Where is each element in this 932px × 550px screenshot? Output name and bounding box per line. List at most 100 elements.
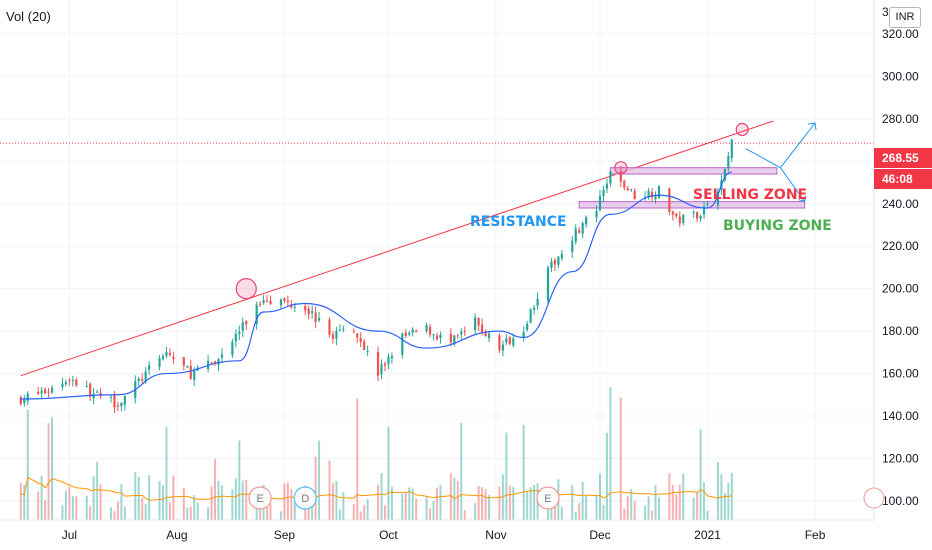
price-axis-event-icon[interactable] (863, 487, 885, 509)
volume-bar (449, 473, 452, 520)
event-marker-0[interactable] (248, 486, 272, 510)
candle-body (657, 186, 661, 198)
volume-bar (144, 504, 147, 520)
volume-indicator-label[interactable]: Vol (20) (6, 9, 51, 24)
candle-body (453, 335, 456, 345)
time-axis[interactable]: Jul Aug Sep Oct Nov Dec 2021 Feb (62, 528, 826, 542)
volume-bar (137, 476, 140, 520)
volume-bar (210, 486, 213, 520)
volume-bar (120, 483, 123, 520)
volume-bar (411, 489, 414, 520)
volume-bar (283, 483, 286, 520)
volume-bar (429, 508, 432, 520)
candle-body (463, 330, 466, 332)
countdown-tag: 46:08 (874, 169, 932, 189)
touch-marker-jan[interactable] (735, 122, 749, 137)
candle-body (311, 311, 314, 314)
event-marker-1[interactable] (293, 486, 317, 510)
event-marker-2[interactable] (536, 486, 560, 510)
price-tick-label: 280.00 (882, 112, 919, 126)
candle-body (643, 196, 647, 198)
volume-bar (439, 484, 442, 520)
candle-body (696, 211, 699, 219)
candle-body (456, 335, 459, 337)
candle-body (234, 333, 237, 342)
candle-body (602, 189, 605, 196)
volume-bar (668, 473, 671, 520)
volume-bar (71, 496, 74, 520)
volume-bar (401, 493, 404, 520)
projection-arrows[interactable] (745, 122, 817, 203)
volume-bar (574, 511, 577, 520)
volume-bar (44, 500, 47, 520)
volume-bar (165, 427, 168, 520)
candle-body (148, 365, 151, 370)
touch-marker-aug[interactable] (235, 278, 257, 300)
volume-bar (474, 503, 477, 520)
volume-bar (644, 505, 647, 520)
candle-body (415, 330, 418, 332)
volume-bar (189, 506, 192, 520)
price-tick-label: 220.00 (882, 239, 919, 253)
volume-bar (657, 497, 660, 520)
candle-body (678, 216, 681, 224)
candle-body (533, 307, 536, 310)
selling-zone-box[interactable] (609, 167, 778, 175)
volume-bar (647, 496, 650, 520)
volume-bar (363, 505, 366, 520)
projection-arrow-down[interactable] (779, 167, 806, 202)
price-tick-label: 180.00 (882, 324, 919, 338)
candle-body (411, 329, 414, 333)
volume-bar (318, 440, 321, 520)
volume-bar (193, 495, 196, 520)
volume-bar (366, 499, 369, 520)
volume-bar (234, 478, 237, 520)
time-tick-label: Nov (485, 528, 506, 542)
currency-badge[interactable]: INR (889, 7, 921, 28)
candle-body (89, 383, 92, 397)
volume-bars (19, 387, 733, 520)
candle-body (356, 333, 359, 338)
price-tick-label: 300.00 (882, 69, 919, 83)
price-axis[interactable]: 320.00300.00280.00260.00240.00220.00200.… (882, 5, 919, 508)
candle-body (189, 365, 192, 379)
candle-body (501, 344, 504, 351)
candle-body (498, 335, 501, 351)
volume-bar (293, 502, 296, 520)
volume-bar (196, 502, 199, 520)
projection-arrowhead-up[interactable] (807, 122, 817, 131)
projection-arrowhead-down[interactable] (798, 195, 807, 203)
candle-body (550, 261, 553, 268)
volume-bar (338, 509, 341, 520)
candle-body (144, 371, 147, 382)
moving-average-line (20, 171, 732, 400)
time-tick-label: Dec (589, 528, 610, 542)
resistance-trendline[interactable] (20, 120, 774, 377)
volume-bar (359, 511, 362, 520)
volume-bar (460, 422, 463, 520)
candle-body (304, 305, 307, 311)
volume-bar (286, 482, 289, 520)
volume-bar (529, 487, 532, 520)
touch-marker-dec[interactable] (614, 161, 628, 175)
volume-bar (290, 488, 293, 520)
volume-bar (626, 496, 629, 520)
candle-body (477, 317, 480, 326)
buying-zone-box[interactable] (578, 201, 806, 209)
volume-bar (231, 489, 234, 520)
candle-body (487, 333, 491, 339)
volume-bar (560, 506, 563, 520)
candle-body (585, 217, 588, 225)
candle-body (505, 338, 508, 343)
candle-body (141, 379, 144, 381)
volume-bar (512, 487, 515, 520)
candle-body (120, 402, 123, 407)
candle-body (408, 332, 411, 335)
candle-body (359, 337, 362, 343)
candle-body (401, 333, 404, 355)
candle-body (692, 212, 695, 214)
volume-bar (89, 506, 92, 520)
candle-body (92, 393, 95, 399)
volume-bar (605, 432, 608, 520)
